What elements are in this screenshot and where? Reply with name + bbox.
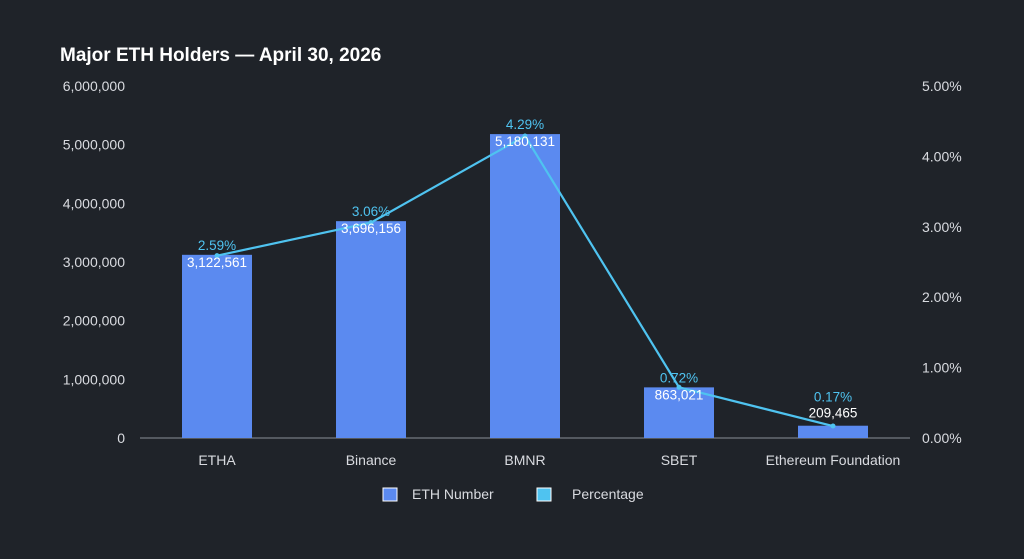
right-tick-label: 5.00%	[922, 78, 962, 94]
percentage-value-label: 0.72%	[660, 370, 698, 385]
legend-swatch-eth-number	[382, 487, 398, 502]
bar-value-labels: 3,122,561 3,696,156 5,180,131 863,021 209,46…	[187, 134, 857, 421]
bar	[644, 387, 714, 438]
bar-value-label: 863,021	[655, 387, 704, 402]
legend: ETH Number Percentage	[382, 486, 644, 502]
line-point	[522, 133, 528, 139]
left-tick-label: 6,000,000	[63, 78, 125, 94]
left-tick-label: 1,000,000	[63, 371, 125, 387]
line-point	[676, 384, 682, 390]
right-axis: 0.00% 1.00% 2.00% 3.00% 4.00% 5.00%	[922, 78, 962, 446]
legend-label-eth-number: ETH Number	[412, 486, 494, 502]
right-tick-label: 0.00%	[922, 430, 962, 446]
right-tick-label: 2.00%	[922, 289, 962, 305]
category-axis-labels: ETHA Binance BMNR SBET Ethereum Foundation	[198, 452, 900, 468]
left-tick-label: 5,000,000	[63, 137, 125, 153]
category-label: ETHA	[198, 452, 236, 468]
percentage-value-label: 0.17%	[814, 390, 852, 405]
left-axis: 0 1,000,000 2,000,000 3,000,000 4,000,000 5,0…	[63, 78, 126, 446]
right-tick-label: 3.00%	[922, 219, 962, 235]
legend-swatch-percentage	[536, 487, 552, 502]
category-label: BMNR	[504, 452, 545, 468]
bar-value-label: 3,696,156	[341, 221, 401, 236]
category-label: Ethereum Foundation	[766, 452, 901, 468]
bar	[336, 221, 406, 438]
legend-item-eth-number[interactable]: ETH Number	[382, 486, 494, 502]
left-tick-label: 3,000,000	[63, 254, 125, 270]
legend-label-percentage: Percentage	[572, 486, 644, 502]
right-tick-label: 1.00%	[922, 360, 962, 376]
category-label: Binance	[346, 452, 397, 468]
left-tick-label: 4,000,000	[63, 195, 125, 211]
percentage-labels: 2.59% 3.06% 4.29% 0.72% 0.17%	[198, 117, 852, 405]
category-label: SBET	[661, 452, 698, 468]
line-point	[830, 423, 836, 429]
bar-series	[182, 134, 868, 438]
bar-value-label: 3,122,561	[187, 255, 247, 270]
left-tick-label: 2,000,000	[63, 313, 125, 329]
line-point	[368, 220, 374, 226]
chart-title: Major ETH Holders — April 30, 2026	[60, 45, 381, 66]
percentage-value-label: 4.29%	[506, 117, 544, 132]
line-point	[214, 253, 220, 259]
left-tick-label: 0	[117, 430, 125, 446]
legend-item-percentage[interactable]: Percentage	[536, 486, 644, 502]
bar	[490, 134, 560, 438]
bar-value-label: 209,465	[809, 406, 858, 421]
bar	[798, 425, 868, 438]
line-series	[214, 133, 836, 429]
percentage-value-label: 2.59%	[198, 238, 236, 253]
bar	[182, 254, 252, 438]
right-tick-label: 4.00%	[922, 148, 962, 164]
bar-value-label: 5,180,131	[495, 134, 555, 149]
percentage-value-label: 3.06%	[352, 204, 390, 219]
